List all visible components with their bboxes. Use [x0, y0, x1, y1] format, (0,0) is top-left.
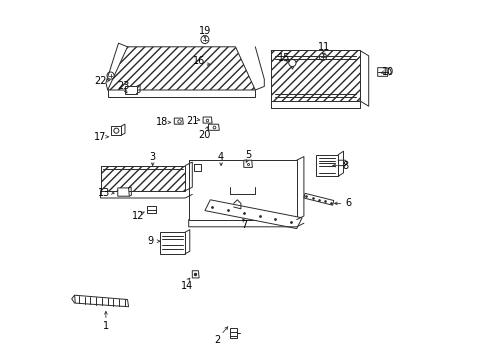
Polygon shape	[174, 118, 183, 124]
Polygon shape	[303, 193, 333, 205]
Text: 22: 22	[94, 76, 106, 86]
Text: 21: 21	[186, 116, 198, 126]
Text: 8: 8	[342, 161, 347, 171]
Text: 5: 5	[244, 150, 251, 160]
Polygon shape	[146, 206, 156, 213]
Polygon shape	[188, 160, 296, 220]
Text: 15: 15	[277, 53, 290, 63]
Polygon shape	[125, 86, 136, 94]
Polygon shape	[107, 47, 255, 90]
Text: 18: 18	[155, 117, 167, 127]
Circle shape	[114, 128, 119, 133]
Text: 6: 6	[345, 198, 351, 208]
Polygon shape	[244, 160, 252, 167]
Text: 7: 7	[241, 220, 247, 230]
Polygon shape	[377, 68, 387, 76]
Text: 1: 1	[102, 321, 109, 331]
Text: 10: 10	[382, 67, 394, 77]
Polygon shape	[118, 188, 129, 196]
Polygon shape	[75, 295, 128, 307]
Text: 12: 12	[132, 211, 144, 221]
Polygon shape	[192, 271, 199, 278]
Text: 9: 9	[147, 236, 154, 246]
Polygon shape	[204, 200, 302, 229]
Circle shape	[319, 53, 326, 60]
Text: 4: 4	[218, 152, 224, 162]
Text: 19: 19	[198, 26, 211, 36]
Polygon shape	[111, 126, 121, 135]
Text: 11: 11	[317, 42, 329, 52]
Circle shape	[288, 59, 295, 67]
Circle shape	[201, 36, 208, 44]
Text: 23: 23	[118, 81, 130, 91]
Text: 17: 17	[94, 132, 106, 142]
Polygon shape	[208, 124, 219, 130]
Polygon shape	[271, 50, 359, 101]
Polygon shape	[203, 117, 212, 123]
Polygon shape	[316, 155, 337, 176]
Text: 14: 14	[181, 281, 193, 291]
Polygon shape	[230, 328, 237, 338]
Text: 3: 3	[149, 152, 156, 162]
Polygon shape	[160, 232, 185, 254]
Polygon shape	[101, 166, 185, 191]
Text: 2: 2	[214, 335, 220, 345]
Text: 13: 13	[98, 188, 110, 198]
Circle shape	[107, 72, 114, 79]
Text: 20: 20	[198, 130, 211, 140]
Text: 16: 16	[193, 56, 205, 66]
